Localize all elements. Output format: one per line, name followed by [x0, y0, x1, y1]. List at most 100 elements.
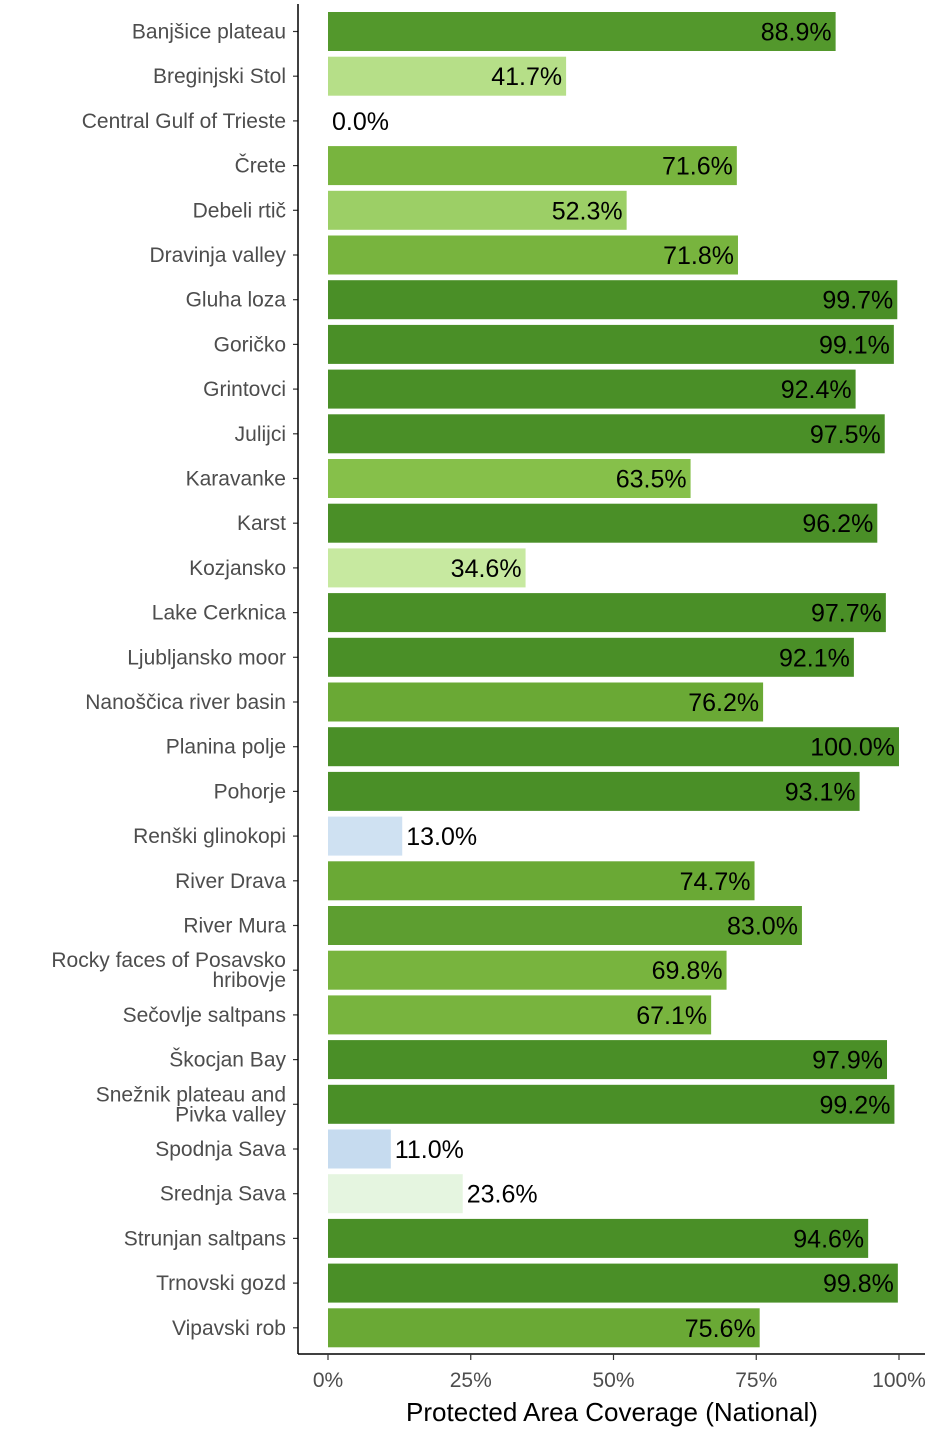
bar — [328, 1174, 463, 1214]
category-label: Renški glinokopi — [133, 825, 286, 848]
value-label: 75.6% — [685, 1315, 756, 1343]
category-label: Dravinja valley — [149, 244, 286, 267]
bar — [328, 1084, 895, 1124]
category-label: Lake Cerknica — [152, 602, 287, 625]
category-label: Gluha loza — [186, 289, 287, 312]
category-label: Julijci — [235, 423, 286, 446]
bar — [328, 503, 878, 543]
bar — [328, 1218, 869, 1258]
value-label: 88.9% — [761, 19, 832, 47]
bar — [328, 280, 898, 320]
category-label: Sečovlje saltpans — [123, 1004, 286, 1027]
value-label: 34.6% — [451, 555, 522, 583]
category-label: Trnovski gozd — [156, 1272, 286, 1295]
value-label: 71.6% — [662, 153, 733, 181]
value-label: 99.2% — [820, 1091, 891, 1119]
category-label: Karst — [237, 512, 286, 535]
bar — [328, 771, 860, 811]
category-label: Goričko — [214, 333, 286, 356]
value-label: 92.4% — [781, 376, 852, 404]
category-label: Grintovci — [203, 378, 286, 401]
bar — [328, 682, 764, 722]
value-label: 100.0% — [810, 734, 895, 762]
value-label: 71.8% — [663, 242, 734, 270]
bar — [328, 235, 738, 275]
category-label: Srednja Sava — [160, 1183, 286, 1206]
value-label: 97.5% — [810, 421, 881, 449]
category-label: Rocky faces of Posavsko hribovje — [51, 949, 286, 992]
bar — [328, 146, 737, 186]
value-label: 11.0% — [395, 1136, 464, 1164]
category-label: Kozjansko — [189, 557, 286, 580]
category-label: Debeli rtič — [193, 199, 286, 222]
bar — [328, 414, 885, 454]
category-label: Karavanke — [186, 468, 286, 491]
x-tick-label: 100% — [872, 1369, 926, 1392]
category-label: Vipavski rob — [172, 1317, 286, 1340]
value-label: 13.0% — [406, 823, 477, 851]
bar — [328, 1129, 391, 1169]
category-label: Črete — [235, 155, 286, 178]
bar — [328, 459, 691, 498]
bar — [328, 906, 802, 945]
category-label: Spodnja Sava — [155, 1138, 286, 1161]
value-label: 23.6% — [467, 1181, 538, 1209]
category-label: Strunjan saltpans — [124, 1227, 286, 1250]
x-axis-title: Protected Area Coverage (National) — [406, 1397, 818, 1427]
value-label: 92.1% — [779, 644, 850, 672]
x-tick-label: 75% — [735, 1369, 777, 1392]
category-label: River Drava — [175, 870, 286, 893]
value-label: 76.2% — [688, 689, 759, 717]
bar — [328, 727, 899, 767]
bar — [328, 637, 854, 677]
value-label: 74.7% — [680, 868, 751, 896]
category-label: River Mura — [183, 915, 286, 938]
bar — [328, 861, 755, 901]
bar — [328, 1040, 888, 1080]
category-label: Nanoščica river basin — [85, 691, 286, 714]
value-label: 97.9% — [812, 1047, 883, 1075]
bar — [328, 12, 836, 51]
value-label: 94.6% — [793, 1225, 864, 1253]
bar — [328, 816, 403, 856]
bar — [328, 190, 627, 230]
x-axis-ticks: 0% 25% 50% 75% 100% — [313, 1354, 926, 1392]
x-tick-label: 50% — [592, 1369, 634, 1392]
category-label: Snežnik plateau and Pivka valley — [96, 1083, 287, 1126]
bars-layer — [328, 12, 899, 1348]
bar — [328, 548, 526, 588]
value-label: 99.8% — [823, 1270, 894, 1298]
category-label: Pohorje — [214, 780, 286, 803]
bar — [328, 369, 856, 409]
value-label: 41.7% — [491, 63, 562, 91]
category-label: Škocjan Bay — [169, 1049, 286, 1072]
bar — [328, 593, 886, 633]
bar — [328, 56, 567, 96]
value-label: 83.0% — [727, 913, 798, 941]
category-labels: Banjšice plateau Breginjski Stol Central G… — [51, 21, 298, 1340]
x-tick-label: 0% — [313, 1369, 343, 1392]
bar — [328, 950, 727, 990]
value-label: 63.5% — [616, 466, 687, 494]
value-labels: 88.9% 41.7% 0.0% 71.6% 52.3% 71.8% 99.7% 99.1% 9… — [332, 19, 895, 1343]
value-label: 52.3% — [552, 197, 623, 225]
bar — [328, 995, 712, 1035]
category-label: Ljubljansko moor — [127, 646, 286, 669]
bar — [328, 1263, 898, 1303]
category-label: Central Gulf of Trieste — [82, 110, 286, 133]
value-label: 0.0% — [332, 108, 389, 136]
value-label: 69.8% — [652, 957, 723, 985]
bar — [328, 324, 894, 364]
category-label: Breginjski Stol — [153, 65, 286, 88]
bar — [328, 1308, 760, 1348]
category-label: Planina polje — [166, 736, 286, 759]
value-label: 99.7% — [822, 287, 893, 315]
x-tick-label: 25% — [450, 1369, 492, 1392]
category-label: Banjšice plateau — [132, 21, 286, 44]
value-label: 99.1% — [819, 331, 890, 359]
value-label: 97.7% — [811, 600, 882, 628]
value-label: 93.1% — [785, 778, 856, 806]
value-label: 67.1% — [636, 1002, 707, 1030]
value-label: 96.2% — [802, 510, 873, 538]
